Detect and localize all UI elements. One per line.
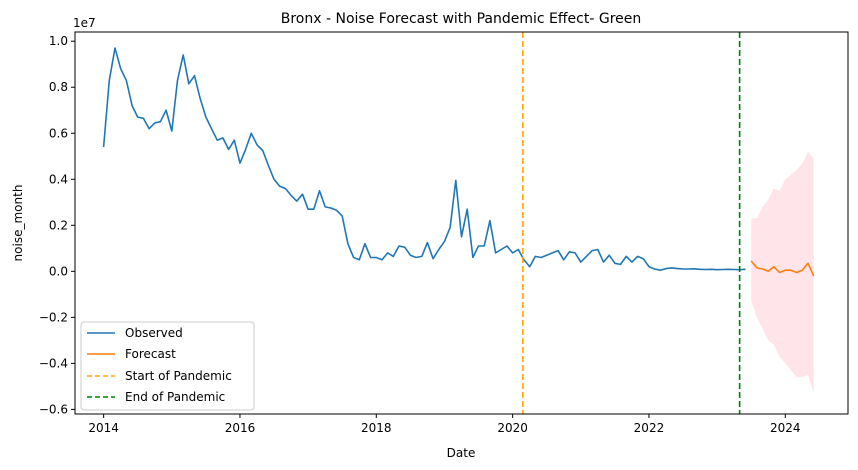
chart-title: Bronx - Noise Forecast with Pandemic Eff… <box>281 11 642 27</box>
y-tick-label: −0.6 <box>39 402 68 416</box>
legend-label-pandemic-end: End of Pandemic <box>125 390 225 404</box>
plot-area <box>102 32 815 414</box>
x-axis-label: Date <box>447 446 476 460</box>
y-axis: −0.6 −0.4 −0.2 0.0 0.2 0.4 0.6 0.8 1.0 <box>39 34 75 416</box>
x-tick-label: 2016 <box>225 421 256 435</box>
x-tick-label: 2018 <box>361 421 392 435</box>
legend-label-observed: Observed <box>125 326 183 340</box>
y-tick-label: 0.8 <box>49 80 68 94</box>
y-tick-label: 0.0 <box>49 264 68 278</box>
y-tick-label: 0.6 <box>49 126 68 140</box>
y-tick-label: 0.2 <box>49 218 68 232</box>
forecast-line <box>750 260 815 277</box>
x-tick-label: 2022 <box>634 421 665 435</box>
x-axis: 2014 2016 2018 2020 2022 2024 <box>88 414 801 435</box>
legend: Observed Forecast Start of Pandemic End … <box>80 321 255 411</box>
y-tick-label: −0.4 <box>39 356 68 370</box>
y-scale-label: 1e7 <box>73 16 96 30</box>
legend-label-pandemic-start: Start of Pandemic <box>125 369 232 383</box>
y-axis-label: noise_month <box>11 185 25 262</box>
x-tick-label: 2020 <box>497 421 528 435</box>
legend-box <box>80 321 255 411</box>
y-tick-label: 1.0 <box>49 34 68 48</box>
y-tick-label: 0.4 <box>49 172 68 186</box>
observed-line <box>102 47 746 272</box>
x-tick-label: 2024 <box>770 421 801 435</box>
y-tick-label: −0.2 <box>39 310 68 324</box>
x-tick-label: 2014 <box>88 421 119 435</box>
forecast-confidence-band <box>751 151 814 394</box>
plot-frame <box>74 31 849 415</box>
legend-label-forecast: Forecast <box>125 347 176 361</box>
